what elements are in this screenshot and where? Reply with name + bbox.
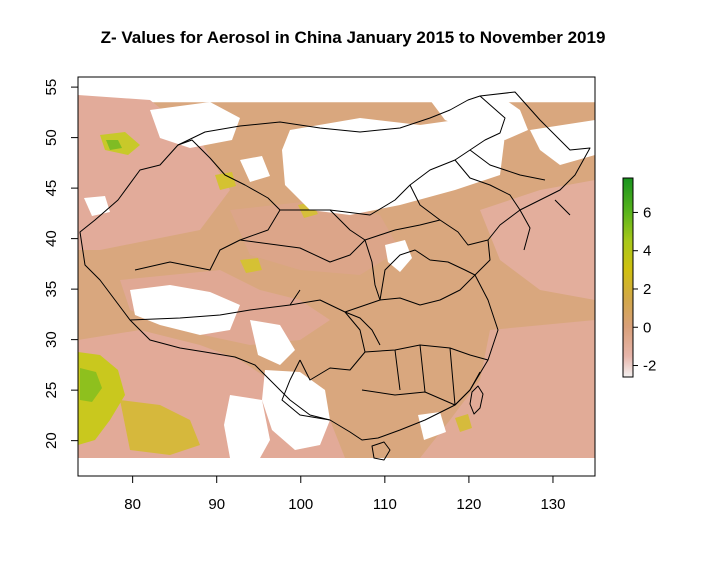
- color-legend: -2 0 2 4 6: [622, 177, 656, 378]
- legend-ticks: -2 0 2 4 6: [633, 204, 656, 375]
- legend-tick-label: 2: [643, 281, 651, 298]
- y-tick-label: 35: [43, 281, 60, 298]
- legend-tick-label: -2: [643, 358, 656, 375]
- x-tick-label: 120: [456, 496, 481, 513]
- hainan: [371, 441, 391, 461]
- map-title: Z- Values for Aerosol in China January 2…: [101, 28, 606, 47]
- legend-colorbar: [622, 177, 634, 378]
- nodata-taklamakan-edge: [84, 196, 110, 216]
- x-tick-label: 100: [288, 496, 313, 513]
- x-axis: 80 90 100 110 120 130: [124, 476, 565, 513]
- nodata-tibet-east: [250, 320, 295, 365]
- y-tick-label: 20: [43, 432, 60, 449]
- taiwan: [469, 385, 484, 415]
- raster-high-coast: [455, 414, 472, 432]
- nodata-mongolia-east: [282, 118, 505, 215]
- raster-high-qinghai: [240, 258, 262, 273]
- nodata-manchuria: [430, 90, 528, 140]
- y-tick-label: 25: [43, 382, 60, 399]
- raster-high-south-asia-core: [80, 368, 102, 402]
- boundary-tibet-qinghai: [129, 289, 301, 321]
- boundary-north-plain: [394, 219, 489, 246]
- nodata-sea-patch: [418, 412, 446, 440]
- legend-tick-label: 4: [643, 243, 651, 260]
- x-tick-label: 110: [373, 496, 397, 513]
- boundary-xinjiang: [134, 209, 281, 271]
- boundary-henan-shandong: [379, 249, 476, 301]
- nodata-mongolia-middle: [240, 156, 270, 182]
- boundary-central-south: [364, 344, 489, 361]
- y-tick-label: 30: [43, 331, 60, 348]
- boundary-lines: [79, 91, 591, 461]
- x-tick-label: 90: [208, 496, 225, 513]
- boundary-mongolia-north: [177, 95, 481, 146]
- boundary-manchuria-inner: [454, 149, 546, 211]
- x-tick-label: 80: [124, 496, 141, 513]
- y-tick-label: 50: [43, 129, 60, 146]
- nodata-mongolia-north: [150, 102, 240, 148]
- nodata-south-margin: [78, 458, 595, 476]
- map-raster: [78, 77, 595, 476]
- raster-low-northeast: [480, 180, 595, 300]
- y-tick-label: 45: [43, 180, 60, 197]
- y-tick-label: 55: [43, 79, 60, 96]
- boundary-yunnan: [281, 359, 331, 421]
- boundary-qinghai-gansu: [239, 229, 396, 263]
- legend-tick-label: 0: [643, 319, 651, 336]
- boundary-hunan-jiangxi: [394, 344, 456, 406]
- nodata-sichuan: [262, 370, 330, 450]
- plot-frame: [77, 76, 596, 477]
- nodata-tibet-west: [130, 285, 240, 335]
- raster-high-kazakh-core: [106, 140, 122, 150]
- raster-low-center: [230, 200, 400, 275]
- boundary-guangdong: [361, 389, 456, 406]
- y-tick-label: 40: [43, 230, 60, 247]
- nodata-indochina: [224, 395, 270, 458]
- legend-tick-label: 6: [643, 204, 651, 221]
- raster-high-south-asia-east: [120, 400, 200, 455]
- y-axis: 20 25 30 35 40 45 50 55: [43, 79, 78, 449]
- nodata-north-top: [78, 77, 595, 96]
- china-outline: [79, 91, 591, 441]
- x-tick-label: 130: [540, 496, 565, 513]
- raster-high-xinjiang-a: [215, 172, 236, 190]
- boundary-fujian: [454, 371, 481, 406]
- korea-coast: [519, 199, 571, 251]
- boundary-sichuan-chongqing: [344, 311, 381, 346]
- boundary-inner-mongolia: [329, 184, 441, 241]
- boundary-shaanxi: [364, 239, 381, 301]
